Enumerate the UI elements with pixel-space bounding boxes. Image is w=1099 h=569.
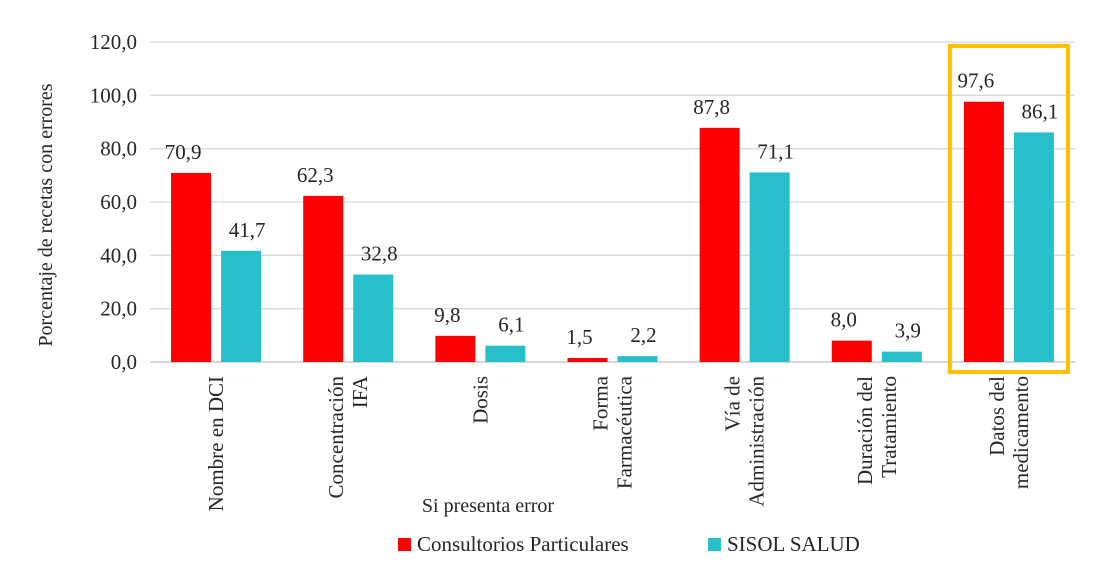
x-category-label: Nombre en DCI [204,376,228,511]
y-tick-label: 0,0 [111,350,137,374]
highlight-box [947,44,1070,374]
bar-sisol-3 [617,356,658,362]
x-axis-categories: Nombre en DCI ConcentraciónIFA Dosis FormaF… [204,375,1033,511]
y-tick-label: 80,0 [100,137,137,161]
bar-consultorios-0 [171,172,212,362]
y-tick-label: 20,0 [100,297,137,321]
y-tick-label: 60,0 [100,190,137,214]
data-label: 62,3 [297,163,334,187]
data-label: 2,2 [630,323,656,347]
bar-consultorios-5 [831,340,872,362]
y-axis-ticks: 0,0 20,0 40,0 60,0 80,0 100,0 120,0 [90,30,137,374]
bar-consultorios-2 [435,335,476,362]
data-label: 3,9 [895,319,921,343]
data-label: 1,5 [566,325,592,349]
data-label: 97,6 [958,69,995,93]
data-labels: 70,9 41,7 62,3 32,8 9,8 6,1 1,5 2,2 87,8 71,1 8,0 3… [165,69,1059,349]
y-tick-label: 40,0 [100,243,137,267]
data-label: 8,0 [831,308,857,332]
bar-sisol-4 [749,172,790,362]
x-category-label: Dosis [468,376,492,424]
data-label: 6,1 [498,313,524,337]
legend-swatch-consultorios [398,538,411,551]
x-axis-title: Si presenta error [422,495,555,517]
y-tick-label: 100,0 [90,83,137,107]
bar-sisol-0 [221,250,262,362]
data-label: 71,1 [757,139,794,163]
bars [171,101,1054,362]
bar-consultorios-4 [699,127,740,362]
bar-sisol-2 [485,345,526,362]
legend: Consultorios Particulares SISOL SALUD [398,532,860,556]
bar-sisol-1 [353,274,394,362]
data-label: 41,7 [229,218,266,242]
x-category-label: Vía deAdministración [721,376,769,507]
data-label: 86,1 [1022,99,1059,123]
data-label: 32,8 [361,242,398,266]
x-category-label: Datos delmedicamento [985,376,1033,489]
legend-label: SISOL SALUD [727,532,860,556]
legend-label: Consultorios Particulares [417,532,629,556]
data-label: 9,8 [434,303,460,327]
data-label: 87,8 [693,95,730,119]
y-axis-title: Porcentaje de recetas con errores [35,83,57,346]
bar-sisol-6 [1013,132,1054,362]
bar-consultorios-1 [303,195,344,362]
x-category-label: FormaFarmacéutica [589,375,637,489]
bar-consultorios-6 [963,101,1004,362]
bar-sisol-5 [881,351,922,362]
legend-swatch-sisol [708,538,721,551]
x-category-label: Duración delTratamiento [853,376,901,485]
data-label: 70,9 [165,140,202,164]
y-tick-label: 120,0 [90,30,137,54]
bar-consultorios-3 [567,358,608,362]
x-category-label: ConcentraciónIFA [324,375,372,498]
